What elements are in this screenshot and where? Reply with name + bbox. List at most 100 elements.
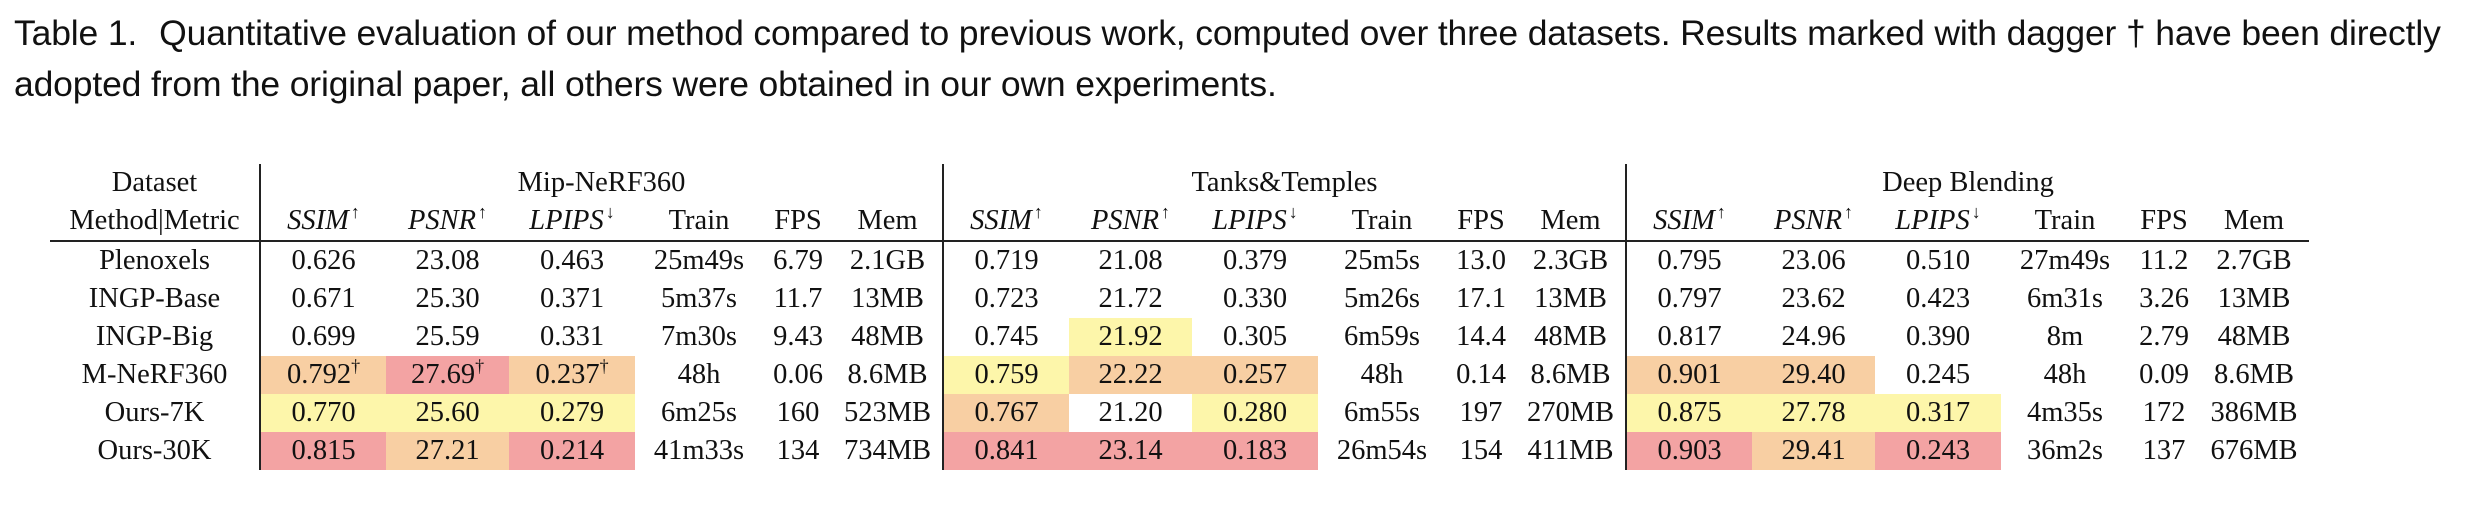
table-cell: 17.1: [1456, 283, 1506, 314]
metric-header-mem: Mem: [833, 202, 944, 242]
table-cell: 172: [2142, 397, 2186, 428]
table-cell: 7m30s: [660, 321, 737, 352]
table-row: INGP-Base 0.671 25.30 0.371 5m37s 11.7 13MB 0.7…: [50, 280, 2309, 318]
table-cell: 48MB: [833, 318, 944, 356]
table-row: Ours-7K 0.770 25.60 0.279 6m25s 160 523MB 0.767…: [50, 394, 2309, 432]
table-cell: 25.59: [415, 321, 480, 352]
table-cell: 0.257: [1192, 356, 1318, 394]
table-cell: 27.78: [1752, 394, 1875, 432]
table-cell: 0.463: [539, 245, 605, 276]
metric-header-mem: Mem: [1516, 202, 1627, 242]
table-cell: 386MB: [2210, 397, 2298, 428]
table-cell: 13MB: [1516, 280, 1627, 318]
table-cell: 29.41: [1752, 432, 1875, 470]
metric-header-fps: FPS: [763, 202, 833, 242]
metric-header-psnr: PSNR ↑: [1752, 202, 1875, 242]
method-name: Ours-30K: [50, 432, 261, 470]
table-cell: 27.21: [386, 432, 509, 470]
table-cell: 25m5s: [1343, 245, 1420, 276]
table-cell: 0.390: [1905, 321, 1971, 352]
dagger-mark: †: [599, 356, 609, 376]
table-cell: 25m49s: [653, 245, 745, 276]
method-name: INGP-Base: [50, 280, 261, 318]
method-name: Ours-7K: [50, 394, 261, 432]
table-row: M-NeRF360 0.792† 27.69† 0.237† 48h 0.06 8.6MB 0…: [50, 356, 2309, 394]
table-cell: 0.243: [1875, 432, 2001, 470]
table-cell: 48h: [677, 359, 721, 390]
table-cell: 0.09: [2139, 359, 2189, 390]
table-cell: 734MB: [833, 432, 944, 470]
table-cell: 23.06: [1781, 245, 1846, 276]
table-cell: 23.62: [1781, 283, 1846, 314]
table-cell: 48MB: [2217, 321, 2291, 352]
table-cell: 0.214: [509, 432, 635, 470]
table-cell: 0.817: [1657, 321, 1722, 352]
table-cell: 21.92: [1069, 318, 1192, 356]
metric-header-ssim: SSIM ↑: [260, 202, 386, 242]
corner-method-metric-label: Method|Metric: [50, 202, 261, 242]
table-cell: 0.841: [943, 432, 1069, 470]
metric-header-train: Train: [635, 202, 763, 242]
table-cell: 0.795: [1657, 245, 1722, 276]
table-row: INGP-Big 0.699 25.59 0.331 7m30s 9.43 48MB 0.74…: [50, 318, 2309, 356]
table-cell: 48h: [1360, 359, 1404, 390]
table-cell: 0.331: [539, 321, 605, 352]
table-cell: 0.245: [1905, 359, 1971, 390]
table-cell: 14.4: [1456, 321, 1506, 352]
table-cell: 26m54s: [1336, 435, 1428, 466]
table-cell: 6m25s: [660, 397, 737, 428]
table-cell: 13.0: [1456, 245, 1506, 276]
table-cell: 0.06: [773, 359, 823, 390]
metric-header-ssim: SSIM ↑: [1626, 202, 1752, 242]
table-cell: 21.08: [1098, 245, 1163, 276]
table-cell: 23.14: [1069, 432, 1192, 470]
table-cell: 676MB: [2210, 435, 2298, 466]
metric-arrow: ↓: [605, 202, 615, 222]
table-cell: 0.901: [1626, 356, 1752, 394]
dataset-header-mipnerf360: Mip-NeRF360: [260, 164, 944, 202]
table-cell: 24.96: [1781, 321, 1846, 352]
table-cell: 0.626: [291, 245, 356, 276]
table-cell: 154: [1459, 435, 1503, 466]
table-cell: 11.2: [2139, 245, 2189, 276]
table-cell: 3.26: [2139, 283, 2189, 314]
metric-arrow: ↑: [1161, 202, 1171, 222]
caption-text: Quantitative evaluation of our method co…: [14, 13, 2441, 104]
table-cell: 270MB: [1516, 394, 1627, 432]
dagger-mark: †: [351, 356, 361, 376]
metric-header-ssim: SSIM ↑: [943, 202, 1069, 242]
table-cell: 0.815: [260, 432, 386, 470]
metric-header-psnr: PSNR ↑: [386, 202, 509, 242]
table-cell: 0.317: [1875, 394, 2001, 432]
table-cell: 6.79: [773, 245, 823, 276]
table-cell: 9.43: [773, 321, 823, 352]
table-cell: 27m49s: [2019, 245, 2111, 276]
table-cell: 0.797: [1657, 283, 1722, 314]
table-cell: 0.723: [974, 283, 1039, 314]
table-cell: 23.08: [415, 245, 480, 276]
metric-arrow: ↑: [1844, 202, 1854, 222]
table-cell: 6m31s: [2026, 283, 2103, 314]
method-name: Plenoxels: [50, 241, 261, 280]
table-cell: 21.72: [1098, 283, 1163, 314]
table-cell: 0.745: [974, 321, 1039, 352]
table-cell: 11.7: [773, 283, 823, 314]
metric-arrow: ↑: [478, 202, 488, 222]
metric-header-lpips: LPIPS ↓: [1875, 202, 2001, 242]
metric-arrow: ↑: [350, 202, 360, 222]
metric-arrow: ↑: [1033, 202, 1043, 222]
method-name: INGP-Big: [50, 318, 261, 356]
table-cell: 523MB: [833, 394, 944, 432]
table-cell: 22.22: [1069, 356, 1192, 394]
table-cell: 0.759: [943, 356, 1069, 394]
table-cell: 0.14: [1456, 359, 1506, 390]
corner-dataset-label: Dataset: [50, 164, 261, 202]
table-cell: 13MB: [2217, 283, 2291, 314]
metric-header-train: Train: [2001, 202, 2129, 242]
dataset-header-row: Dataset Mip-NeRF360 Tanks&Temples Deep B…: [50, 164, 2309, 202]
table-cell: 6m55s: [1343, 397, 1420, 428]
method-name: M-NeRF360: [50, 356, 261, 394]
dataset-header-tanks-temples: Tanks&Temples: [943, 164, 1627, 202]
metric-arrow: ↓: [1971, 202, 1981, 222]
table-cell: 0.183: [1192, 432, 1318, 470]
